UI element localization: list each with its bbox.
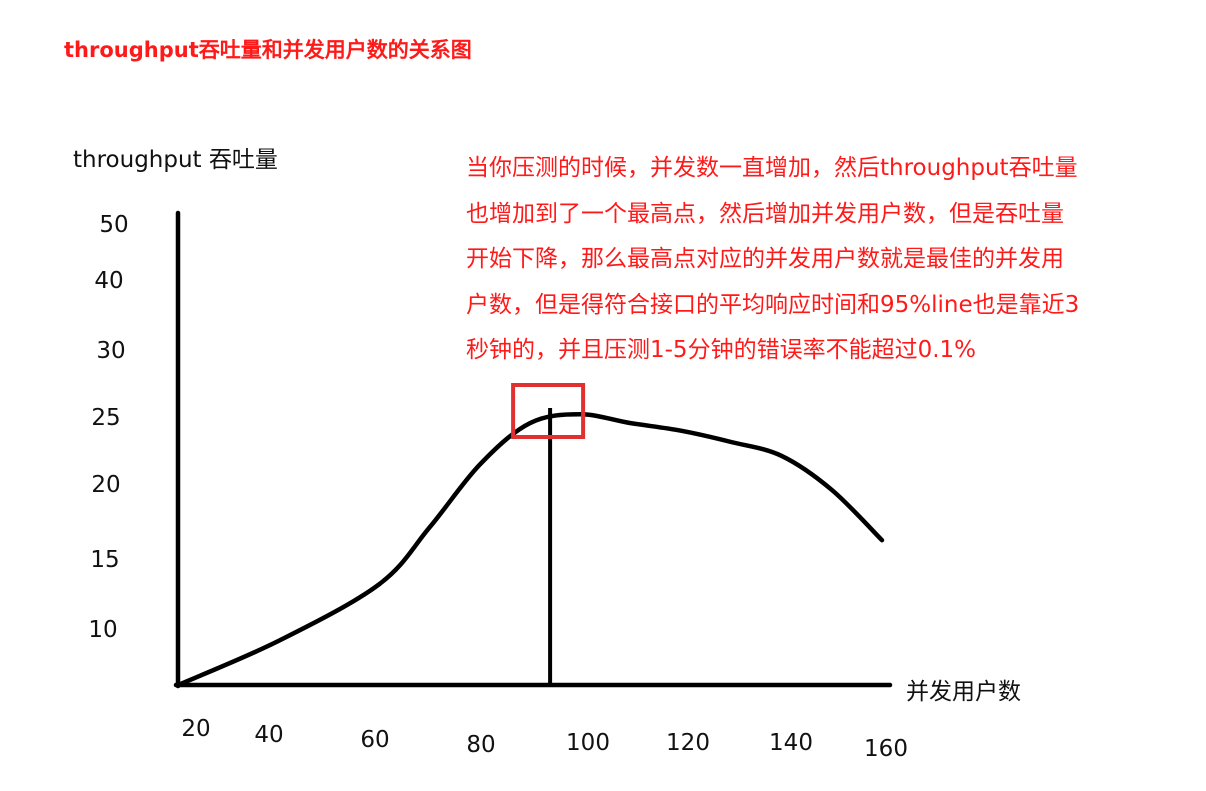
annotation-line: 户数，但是得符合接口的平均响应时间和95%line也是靠近3 (466, 291, 1080, 318)
x-tick-label: 60 (360, 727, 389, 753)
y-tick-label: 50 (99, 212, 128, 238)
x-tick-label: 20 (181, 716, 210, 742)
x-axis-label: 并发用户数 (906, 679, 1021, 705)
y-tick-labels: 10 15 20 25 30 40 50 (88, 212, 128, 643)
y-tick-label: 40 (94, 268, 123, 294)
annotation-line: 秒钟的，并且压测1-5分钟的错误率不能超过0.1% (466, 337, 976, 363)
x-tick-label: 100 (566, 730, 610, 756)
y-tick-label: 20 (91, 472, 120, 498)
x-tick-label: 160 (864, 736, 908, 762)
x-tick-label: 40 (254, 722, 283, 748)
annotation-line: 开始下降，那么最高点对应的并发用户数就是最佳的并发用 (466, 246, 1064, 272)
annotation-line: 也增加到了一个最高点，然后增加并发用户数，但是吞吐量 (466, 200, 1064, 227)
y-tick-label: 10 (88, 617, 117, 643)
x-tick-labels: 20 40 60 80 100 120 140 160 (181, 716, 908, 762)
peak-highlight-box (511, 383, 586, 439)
throughput-curve (175, 412, 885, 688)
page-title: throughput吞吐量和并发用户数的关系图 (64, 38, 472, 62)
annotation-line: 当你压测的时候，并发数一直增加，然后throughput吞吐量 (466, 155, 1078, 181)
x-tick-label: 120 (666, 730, 710, 756)
y-tick-label: 15 (90, 547, 119, 573)
y-axis-label: throughput 吞吐量 (73, 147, 278, 173)
x-tick-label: 140 (769, 730, 813, 756)
y-tick-label: 30 (96, 338, 125, 364)
y-tick-label: 25 (91, 405, 120, 431)
annotation-text: 当你压测的时候，并发数一直增加，然后throughput吞吐量 也增加到了一个最… (466, 146, 1166, 374)
x-tick-label: 80 (466, 732, 495, 758)
